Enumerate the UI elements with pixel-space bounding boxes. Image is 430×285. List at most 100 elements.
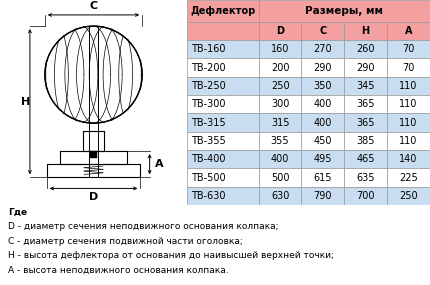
Bar [259,113,301,132]
Text: ТВ-630: ТВ-630 [190,191,225,201]
Text: 110: 110 [399,81,418,91]
Bar [90,151,97,158]
Bar [387,58,430,77]
Text: 225: 225 [399,173,418,183]
Bar [187,187,259,205]
Text: 140: 140 [399,154,418,164]
Text: 630: 630 [271,191,289,201]
Text: С - диаметр сечения подвижной части оголовка;: С - диаметр сечения подвижной части огол… [8,237,243,246]
Text: 110: 110 [399,136,418,146]
Bar [344,95,387,113]
Text: Где: Где [8,208,27,217]
Text: 465: 465 [356,154,375,164]
Text: D: D [276,26,284,36]
Bar [301,187,344,205]
Bar [387,132,430,150]
Bar [301,77,344,95]
Bar [301,150,344,168]
Text: Н - высота дефлектора от основания до наивысшей верхней точки;: Н - высота дефлектора от основания до на… [8,251,334,260]
Text: 160: 160 [271,44,289,54]
Text: A: A [155,159,164,169]
Text: 700: 700 [356,191,375,201]
Text: 70: 70 [402,62,415,73]
Text: 365: 365 [356,118,375,128]
Text: 250: 250 [271,81,289,91]
Bar [187,168,259,187]
Text: 110: 110 [399,99,418,109]
Text: H: H [21,97,30,107]
Bar [187,22,259,40]
Text: ТВ-300: ТВ-300 [190,99,225,109]
Bar [387,168,430,187]
Bar [344,113,387,132]
Bar [344,58,387,77]
Bar [259,58,301,77]
Bar [187,0,259,22]
Bar [387,22,430,40]
Text: H: H [362,26,370,36]
Bar [187,77,259,95]
Bar [301,40,344,58]
Text: 635: 635 [356,173,375,183]
Text: 260: 260 [356,44,375,54]
Text: Дефлектор: Дефлектор [190,6,255,16]
Text: 345: 345 [356,81,375,91]
Bar [187,40,259,58]
Bar [187,58,259,77]
Bar [259,168,301,187]
Bar [187,132,259,150]
Text: ТВ-315: ТВ-315 [190,118,225,128]
Text: ТВ-160: ТВ-160 [190,44,225,54]
Text: 615: 615 [313,173,332,183]
Text: 290: 290 [313,62,332,73]
Text: 450: 450 [313,136,332,146]
Bar [259,0,430,22]
Text: 110: 110 [399,118,418,128]
Bar [344,187,387,205]
Text: 500: 500 [271,173,289,183]
Text: 270: 270 [313,44,332,54]
Text: 290: 290 [356,62,375,73]
Text: 315: 315 [271,118,289,128]
Bar [259,150,301,168]
Text: 350: 350 [313,81,332,91]
Bar [387,187,430,205]
Bar [301,132,344,150]
Bar [387,150,430,168]
Bar [301,168,344,187]
Text: 385: 385 [356,136,375,146]
Bar [259,95,301,113]
Text: D: D [89,192,98,202]
Text: ТВ-500: ТВ-500 [190,173,225,183]
Text: 200: 200 [271,62,289,73]
Text: 400: 400 [313,118,332,128]
Text: C: C [89,1,98,11]
Bar [301,22,344,40]
Text: 790: 790 [313,191,332,201]
Text: 495: 495 [313,154,332,164]
Text: 355: 355 [271,136,289,146]
Text: 365: 365 [356,99,375,109]
Bar [344,22,387,40]
Text: 400: 400 [313,99,332,109]
Bar [301,113,344,132]
Bar [387,95,430,113]
Bar [187,95,259,113]
Bar [344,40,387,58]
Text: ТВ-400: ТВ-400 [190,154,225,164]
Text: ТВ-200: ТВ-200 [190,62,225,73]
Text: Размеры, мм: Размеры, мм [305,6,384,16]
Bar [387,40,430,58]
Text: ТВ-250: ТВ-250 [190,81,225,91]
Bar [187,113,259,132]
Bar [387,113,430,132]
Bar [344,132,387,150]
Text: 70: 70 [402,44,415,54]
Text: 250: 250 [399,191,418,201]
Text: ТВ-355: ТВ-355 [190,136,225,146]
Bar [259,132,301,150]
Bar [259,187,301,205]
Bar [259,40,301,58]
Bar [187,150,259,168]
Bar [387,77,430,95]
